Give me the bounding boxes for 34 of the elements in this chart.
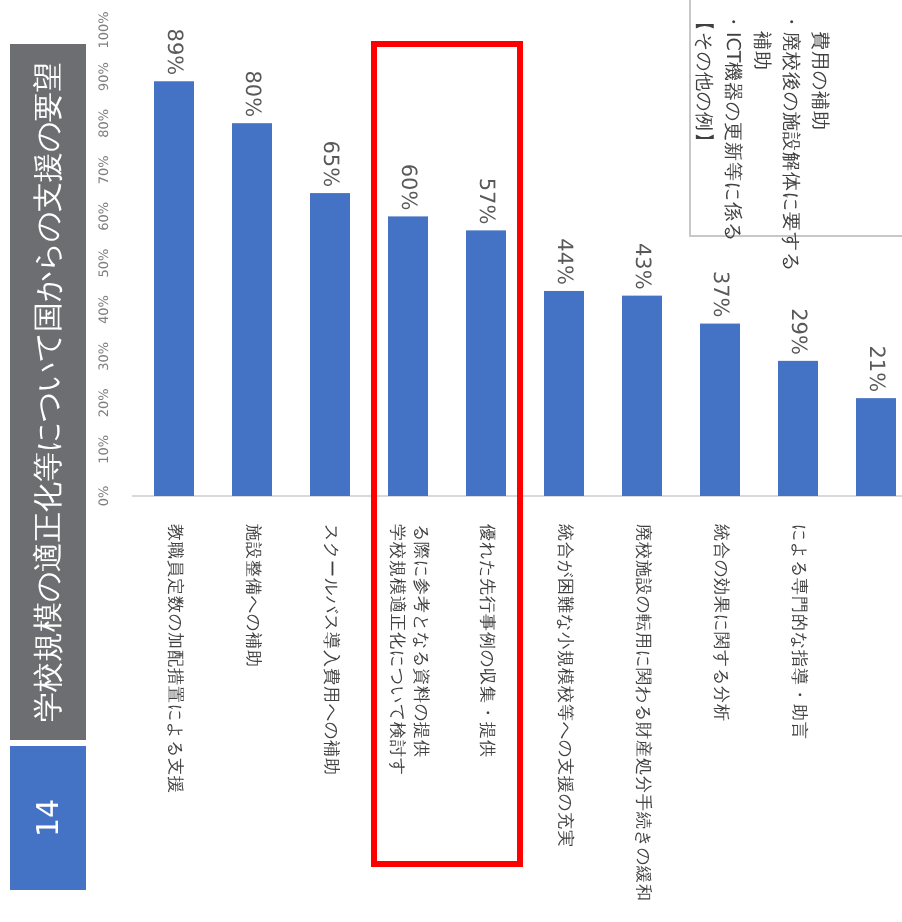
x-tick-label: 廃校施設の転用に関わる財産処分手続きの緩和 bbox=[632, 524, 654, 902]
data-label: 80% bbox=[240, 70, 264, 118]
data-label: 37% bbox=[708, 270, 732, 318]
bar bbox=[778, 360, 818, 496]
bar bbox=[856, 398, 896, 496]
data-label: 29% bbox=[786, 308, 810, 355]
x-tick-label: 学校規模適正化について検討する際に参考となる資料の提供 bbox=[386, 524, 432, 776]
data-label: 65% bbox=[318, 140, 342, 188]
data-label: 60% bbox=[396, 163, 420, 211]
annotation: ・ICT機器の更新等に係る補助 bbox=[722, 12, 775, 243]
x-tick-label: による専門的な指導・助言 bbox=[788, 524, 810, 740]
data-label: 43% bbox=[630, 242, 654, 290]
bar bbox=[310, 193, 350, 496]
data-label: 57% bbox=[474, 177, 498, 225]
x-tick-label: 施設整備への補助 bbox=[242, 524, 264, 668]
x-tick-label: スクールバス導入費用への補助 bbox=[320, 524, 342, 776]
text: 14 bbox=[30, 798, 66, 838]
bar bbox=[388, 216, 428, 496]
bar bbox=[154, 81, 194, 496]
x-tick-label: 統合の効果に関する分析 bbox=[710, 524, 732, 722]
bar bbox=[466, 230, 506, 496]
annotation: ・廃校後の施設解体に要する費用の補助 bbox=[780, 12, 833, 272]
bar bbox=[544, 290, 584, 496]
annotation: 【その他の例】 bbox=[693, 12, 717, 152]
bar bbox=[700, 323, 740, 496]
data-label: 21% bbox=[864, 345, 888, 393]
bar bbox=[232, 123, 272, 496]
text: 学校規模の適正化等について国からの支援の要望 bbox=[30, 62, 66, 722]
x-tick-label: 教職員定数の加配措置による支援 bbox=[164, 524, 186, 794]
data-label: 44% bbox=[552, 238, 576, 285]
x-tick-label: 統合が困難な小規模校等への支援の充実 bbox=[554, 524, 576, 848]
bar bbox=[622, 295, 662, 496]
data-label: 89% bbox=[162, 28, 186, 76]
x-tick-label: 優れた先行事例の収集・提供 bbox=[476, 524, 498, 758]
